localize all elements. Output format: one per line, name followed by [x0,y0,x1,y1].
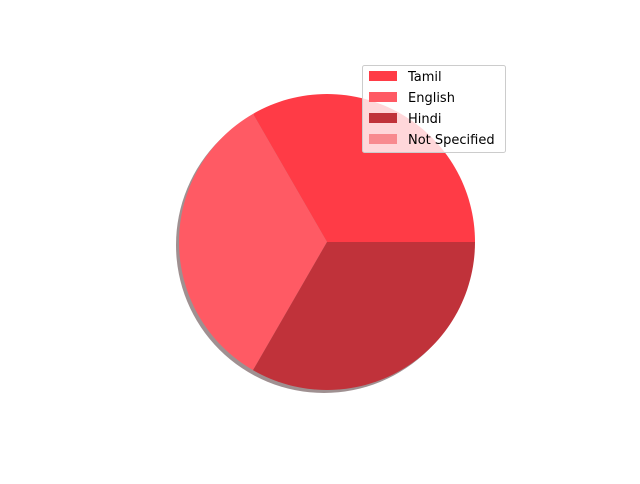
legend-swatch-tamil [369,71,397,81]
legend-swatch-not-specified [369,134,397,144]
legend-frame [362,65,506,153]
legend-label-hindi: Hindi [408,112,442,127]
legend-swatch-hindi [369,113,397,123]
legend-label-tamil: Tamil [407,70,442,85]
legend-swatch-english [369,92,397,102]
legend: Tamil English Hindi Not Specified [362,65,506,153]
legend-label-not-specified: Not Specified [408,133,495,148]
legend-label-english: English [408,91,455,106]
pie-slice-hindi [253,242,475,390]
